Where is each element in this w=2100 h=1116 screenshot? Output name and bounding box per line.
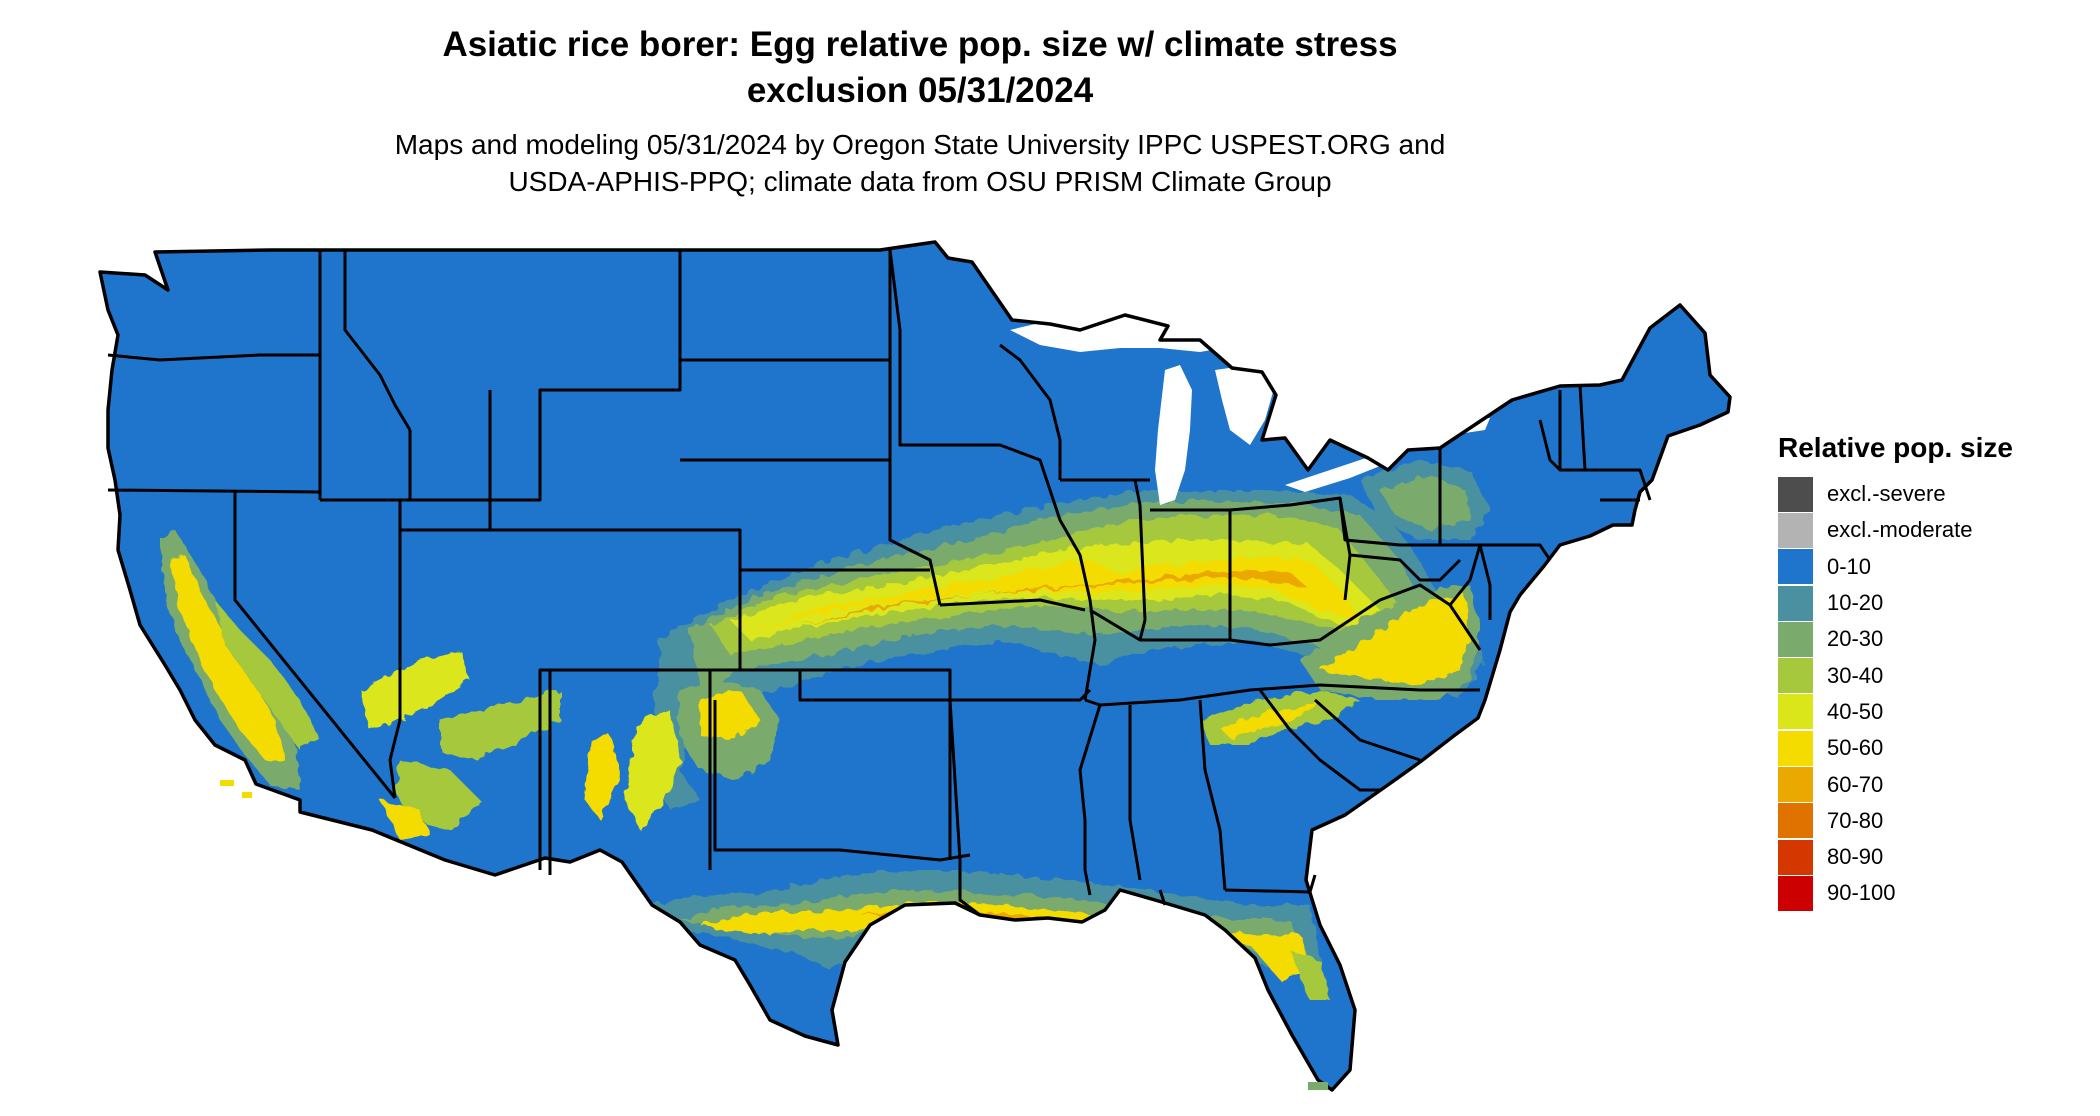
legend-label: 10-20 — [1827, 590, 1884, 616]
legend-swatch — [1778, 767, 1813, 803]
legend-item: 0-10 — [1778, 549, 2078, 585]
legend-swatch — [1778, 694, 1813, 730]
legend-label: 50-60 — [1827, 735, 1884, 761]
legend-label: 40-50 — [1827, 698, 1884, 724]
legend-item: 80-90 — [1778, 839, 2078, 875]
southwest-band — [360, 650, 780, 840]
legend-swatch — [1778, 839, 1813, 875]
mid-atlantic-band — [1300, 585, 1480, 700]
legend-label: 30-40 — [1827, 662, 1884, 688]
lake-michigan — [1155, 365, 1192, 505]
title-block: Asiatic rice borer: Egg relative pop. si… — [0, 22, 1840, 200]
legend-item: 90-100 — [1778, 875, 2078, 911]
legend-items: excl.-severe excl.-moderate 0-10 10-20 20-30… — [1778, 476, 2078, 912]
legend-item: 40-50 — [1778, 694, 2078, 730]
legend-swatch — [1778, 875, 1813, 911]
legend-item: 20-30 — [1778, 621, 2078, 657]
legend-item: excl.-severe — [1778, 476, 2078, 512]
legend-item: 10-20 — [1778, 585, 2078, 621]
legend-label: excl.-severe — [1827, 481, 1946, 507]
legend-item: 70-80 — [1778, 803, 2078, 839]
island-patches — [220, 780, 1328, 1090]
legend-swatch — [1778, 621, 1813, 657]
subtitle-line-2: USDA-APHIS-PPQ; climate data from OSU PR… — [508, 166, 1332, 197]
title-line-1: Asiatic rice borer: Egg relative pop. si… — [442, 25, 1398, 64]
lake-ontario — [1410, 418, 1490, 438]
legend-label: 60-70 — [1827, 771, 1884, 797]
legend-swatch — [1778, 512, 1813, 548]
legend-swatch — [1778, 803, 1813, 839]
legend-swatch — [1778, 585, 1813, 621]
california-band — [160, 530, 320, 790]
legend-swatch — [1778, 549, 1813, 585]
legend-swatch — [1778, 476, 1813, 512]
legend-label: 0-10 — [1827, 553, 1872, 579]
legend-label: 90-100 — [1827, 880, 1896, 906]
us-landmass — [100, 242, 1730, 1090]
title-line-2: exclusion 05/31/2024 — [746, 71, 1094, 110]
legend-item: excl.-moderate — [1778, 512, 2078, 548]
state-boundaries — [98, 240, 1732, 1092]
subtitle: Maps and modeling 05/31/2024 by Oregon S… — [0, 126, 1840, 200]
legend-swatch — [1778, 730, 1813, 766]
east-coast-band — [1360, 460, 1490, 540]
legend-label: 70-80 — [1827, 807, 1884, 833]
lake-huron — [1215, 365, 1275, 445]
legend: Relative pop. size excl.-severe excl.-mod… — [1778, 430, 2078, 912]
legend-item: 50-60 — [1778, 730, 2078, 766]
subtitle-line-1: Maps and modeling 05/31/2024 by Oregon S… — [394, 129, 1446, 160]
legend-item: 60-70 — [1778, 766, 2078, 803]
legend-label: excl.-moderate — [1827, 517, 1973, 543]
legend-item: 30-40 — [1778, 657, 2078, 694]
legend-title: Relative pop. size — [1778, 432, 2013, 463]
legend-label: 80-90 — [1827, 844, 1884, 870]
legend-swatch — [1778, 658, 1813, 694]
legend-label: 20-30 — [1827, 626, 1884, 652]
